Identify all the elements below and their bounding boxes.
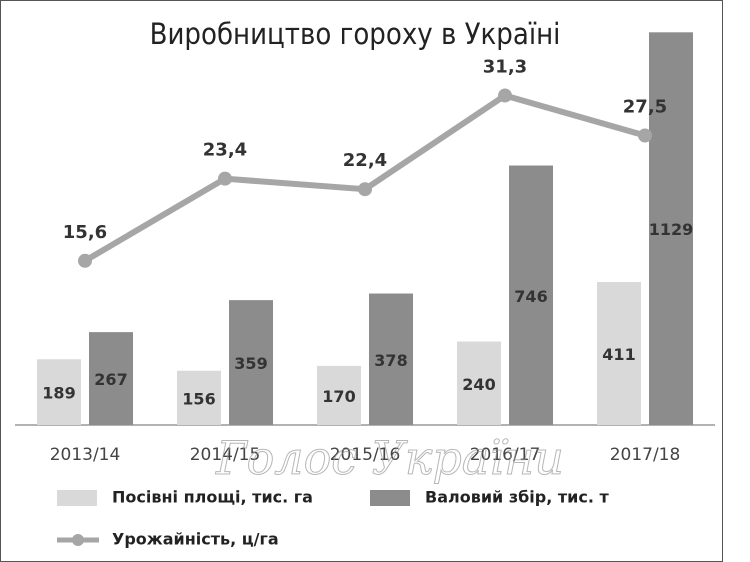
bar [177, 370, 221, 425]
bar-value-label: 156 [182, 389, 215, 408]
bar-value-label: 170 [322, 387, 355, 406]
line-point [498, 88, 512, 103]
line-value-label: 31,3 [483, 57, 527, 78]
x-tick-label: 2015/16 [330, 445, 401, 465]
bar-value-label: 359 [234, 354, 267, 373]
bar-value-label: 746 [514, 287, 547, 306]
line-point [218, 171, 232, 186]
line-point [78, 253, 92, 268]
legend-label: Валовий збір, тис. т [425, 488, 609, 507]
line-value-label: 27,5 [623, 97, 667, 118]
bar [89, 332, 133, 425]
x-tick-label: 2017/18 [610, 445, 681, 465]
bar [509, 165, 553, 426]
line [83, 92, 646, 264]
legend-swatch [57, 490, 97, 506]
line-point [638, 128, 652, 143]
bar-value-label: 411 [602, 345, 635, 364]
bar [457, 341, 501, 425]
x-tick-label: 2016/17 [470, 445, 541, 465]
bar [369, 293, 413, 425]
chart-title: Виробництво гороху в Україні [150, 17, 561, 51]
x-tick-label: 2013/14 [50, 445, 121, 465]
legend-label: Посівні площі, тис. га [112, 488, 313, 507]
bar-value-label: 267 [94, 370, 127, 389]
bar-value-label: 240 [462, 375, 495, 394]
line-value-label: 23,4 [203, 140, 247, 161]
bar [37, 359, 81, 425]
legend-label: Урожайність, ц/га [112, 530, 279, 549]
line-value-label: 22,4 [343, 150, 387, 171]
watermark: Голос України [215, 431, 564, 485]
bar-value-label: 378 [374, 351, 407, 370]
line-point [358, 182, 372, 197]
bar [317, 365, 361, 425]
bar [649, 32, 693, 425]
line-value-label: 15,6 [63, 222, 107, 243]
bar-value-label: 189 [42, 384, 75, 403]
legend-swatch [370, 490, 410, 506]
legend-marker [72, 534, 84, 546]
bar [229, 300, 273, 425]
bar [597, 282, 641, 425]
x-tick-label: 2014/15 [190, 445, 261, 465]
bar-value-label: 1129 [649, 220, 694, 239]
